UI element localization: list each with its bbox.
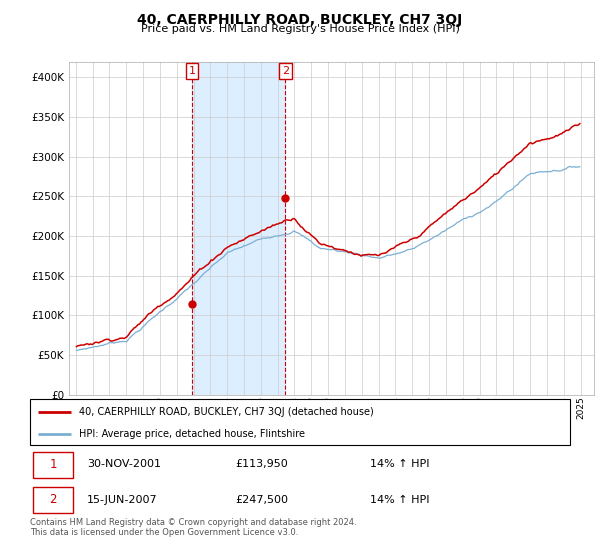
Bar [192,62,286,395]
Text: 2: 2 [49,493,57,506]
Text: HPI: Average price, detached house, Flintshire: HPI: Average price, detached house, Flin… [79,429,305,438]
Text: £113,950: £113,950 [235,459,288,469]
Bar [33,487,73,513]
Bar [33,452,73,478]
Text: 30-NOV-2001: 30-NOV-2001 [86,459,161,469]
Text: 15-JUN-2007: 15-JUN-2007 [86,494,157,505]
Text: 40, CAERPHILLY ROAD, BUCKLEY, CH7 3QJ (detached house): 40, CAERPHILLY ROAD, BUCKLEY, CH7 3QJ (d… [79,407,373,417]
Text: Contains HM Land Registry data © Crown copyright and database right 2024.
This d: Contains HM Land Registry data © Crown c… [30,518,356,538]
Text: Price paid vs. HM Land Registry's House Price Index (HPI): Price paid vs. HM Land Registry's House … [140,24,460,34]
Text: 14% ↑ HPI: 14% ↑ HPI [370,459,430,469]
Text: 14% ↑ HPI: 14% ↑ HPI [370,494,430,505]
Text: 40, CAERPHILLY ROAD, BUCKLEY, CH7 3QJ: 40, CAERPHILLY ROAD, BUCKLEY, CH7 3QJ [137,13,463,27]
Text: 1: 1 [188,66,196,76]
Text: 2: 2 [282,66,289,76]
Text: 1: 1 [49,458,57,470]
Text: £247,500: £247,500 [235,494,288,505]
